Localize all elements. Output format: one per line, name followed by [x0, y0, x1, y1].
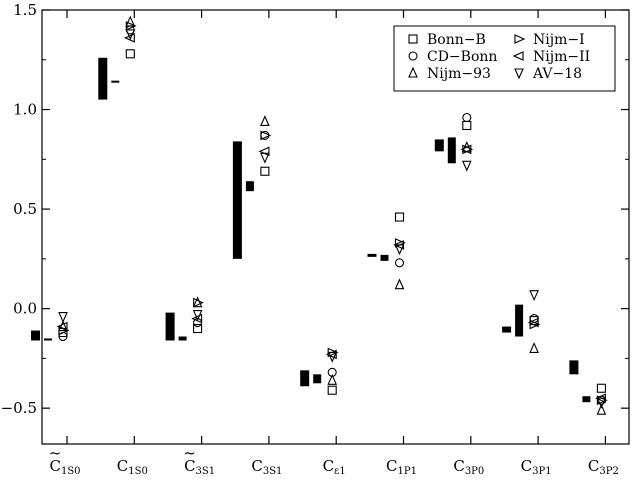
tilde-accent: ~	[183, 444, 196, 462]
data-point	[596, 397, 607, 409]
y-tick-label: 0.5	[13, 200, 37, 218]
x-tick-label: C3S1	[251, 457, 282, 477]
x-tick-label: C1S0	[49, 457, 80, 477]
data-point	[527, 317, 539, 328]
legend-label: Nijm−II	[533, 49, 590, 65]
data-point	[596, 383, 606, 393]
data-point	[56, 321, 68, 332]
y-tick-label: −0.5	[1, 399, 37, 417]
y-axis: −0.5 0.0 0.5 1.0 1.5	[1, 1, 629, 417]
data-point	[125, 49, 135, 59]
range-bar	[447, 137, 456, 164]
range-bar	[232, 141, 242, 259]
data-point	[125, 29, 136, 41]
data-point	[596, 403, 607, 415]
data-point	[193, 297, 204, 308]
data-point	[394, 212, 405, 222]
data-points	[56, 15, 608, 415]
data-point	[125, 15, 136, 27]
range-bar	[502, 326, 512, 333]
data-point	[529, 290, 539, 302]
range-bar	[582, 396, 591, 403]
legend-marker	[512, 51, 524, 61]
data-point	[462, 120, 472, 131]
legend-label: AV−18	[532, 66, 582, 82]
y-tick-label: 1.5	[13, 1, 37, 19]
data-point	[327, 373, 338, 385]
data-point	[260, 166, 270, 176]
data-point	[260, 115, 270, 127]
x-tick-label: C3S1	[184, 457, 215, 477]
data-point	[125, 21, 137, 31]
legend-marker	[408, 34, 418, 44]
data-point	[260, 152, 270, 164]
data-point	[193, 323, 203, 334]
data-point	[123, 33, 135, 43]
legend-marker	[514, 68, 524, 80]
legend-label: Nijm−93	[427, 66, 491, 82]
legend-marker	[514, 34, 526, 44]
range-bar	[367, 253, 377, 257]
y-tick-label: 1.0	[13, 101, 37, 119]
x-tick-label: C1P1	[386, 457, 417, 477]
range-bar	[98, 57, 108, 100]
range-bar	[245, 181, 254, 192]
data-point	[394, 258, 405, 268]
range-bar	[111, 80, 120, 83]
range-bar	[515, 304, 524, 337]
plot-frame	[41, 9, 630, 445]
legend-marker	[408, 66, 418, 78]
data-point	[460, 144, 472, 155]
range-bars	[31, 57, 591, 403]
x-tick-label: C1S0	[117, 457, 148, 477]
range-bar	[31, 330, 40, 341]
range-bar	[569, 360, 579, 375]
tilde-accent: ~	[49, 444, 62, 462]
range-bar	[178, 336, 187, 341]
x-tick-label: C3P0	[453, 457, 484, 477]
range-bar	[434, 139, 444, 152]
x-tick-label: C3P1	[521, 457, 552, 477]
data-point	[192, 296, 203, 308]
data-point	[260, 130, 272, 141]
range-bar	[165, 312, 175, 341]
legend-label: Nijm−I	[533, 32, 585, 48]
data-point	[461, 160, 472, 172]
data-point	[462, 112, 472, 123]
data-point	[327, 385, 337, 395]
legend-label: Bonn−B	[427, 32, 486, 48]
x-axis: C1S0~C1S0 C3S1~C3S1 Cε1 C1P1 C3P0 C3P1 C3P2	[49, 10, 619, 477]
x-tick-label: Cε1	[323, 457, 346, 477]
data-point	[394, 278, 405, 290]
data-point	[529, 342, 539, 353]
range-bar	[313, 374, 322, 384]
data-point	[327, 351, 338, 363]
y-tick-label: 0.0	[13, 300, 37, 318]
x-tick-label: C3P2	[588, 457, 619, 477]
legend-box	[393, 25, 616, 92]
range-bar	[300, 370, 310, 387]
range-bar	[380, 254, 389, 261]
legend-label: CD−Bonn	[427, 49, 497, 65]
legend-marker	[408, 51, 418, 61]
data-point	[529, 319, 541, 330]
data-point	[192, 310, 203, 321]
data-point	[191, 313, 203, 324]
range-bar	[44, 338, 52, 341]
data-point	[58, 312, 68, 323]
data-point	[394, 244, 405, 256]
data-point	[58, 320, 68, 332]
